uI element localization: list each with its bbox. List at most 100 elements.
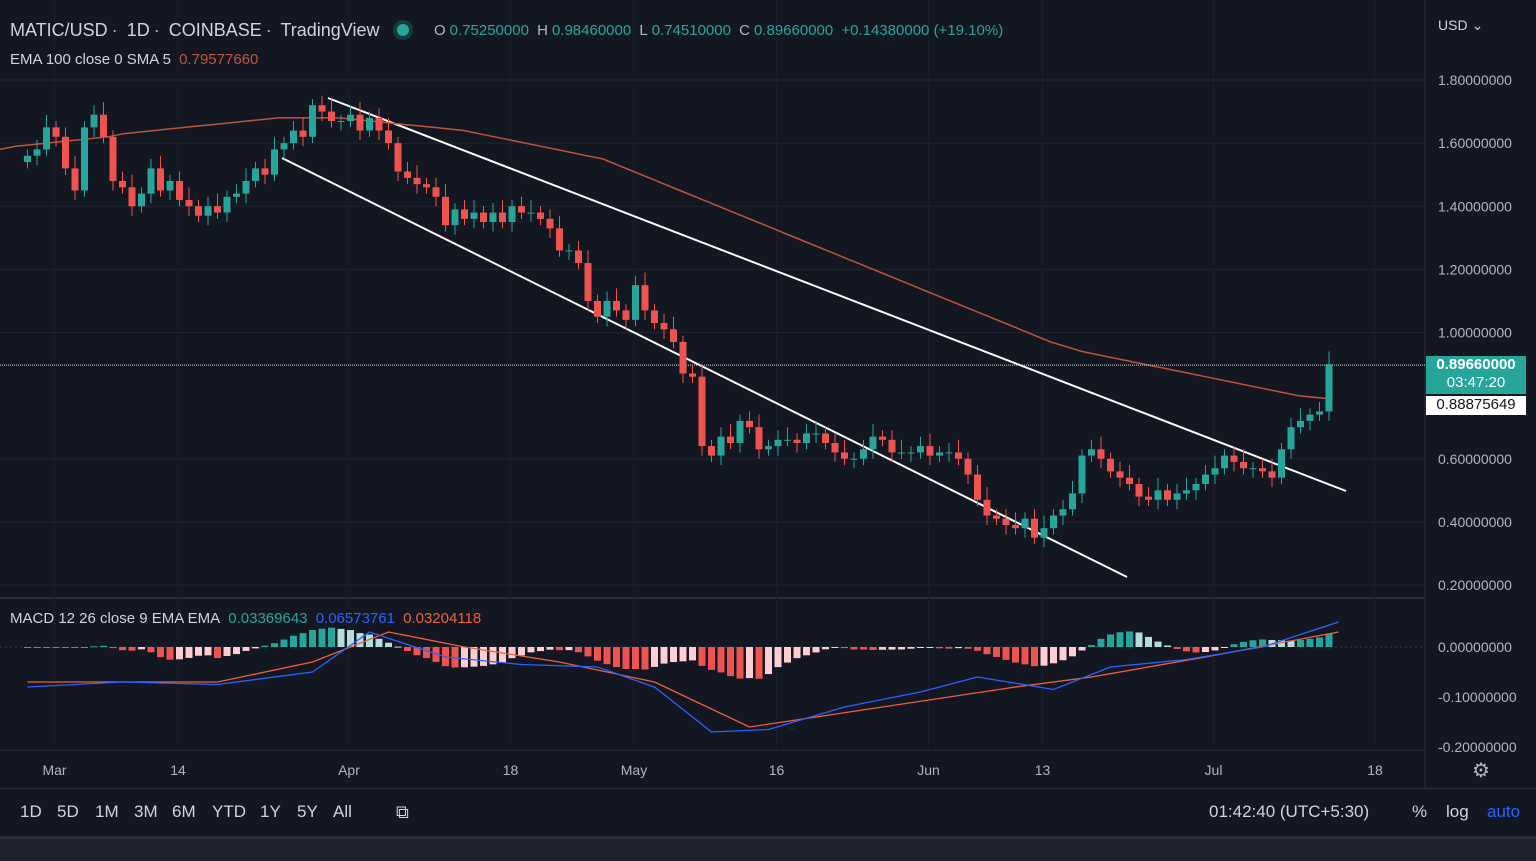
- candle: [337, 114, 345, 131]
- price-tick-label: 1.20000000: [1438, 261, 1512, 277]
- macd-histogram-bar: [128, 647, 136, 651]
- macd-histogram-bar: [1050, 647, 1057, 664]
- currency-select[interactable]: USD ⌄: [1438, 17, 1484, 33]
- macd-histogram-bar: [869, 647, 877, 650]
- macd-histogram-bar: [527, 647, 535, 653]
- price-chart[interactable]: 1.80000000 1.60000000 1.40000000 1.20000000…: [0, 0, 1536, 788]
- candle-body: [1325, 364, 1333, 412]
- change-value: +0.14380000 (+19.10%): [841, 22, 1004, 39]
- candle: [280, 136, 288, 159]
- range-3m[interactable]: 3M: [134, 802, 158, 821]
- candle-body: [100, 114, 107, 137]
- candle: [1287, 417, 1295, 459]
- grid-lines: [0, 0, 1426, 788]
- clock[interactable]: 01:42:40 (UTC+5:30): [1209, 802, 1370, 821]
- candle-body: [52, 127, 60, 137]
- date-range-icon[interactable]: ⧉: [396, 802, 409, 822]
- macd-histogram-bar: [52, 647, 60, 648]
- candle: [394, 136, 402, 181]
- candle-body: [385, 130, 392, 144]
- range-1m[interactable]: 1M: [95, 802, 119, 821]
- macd-signal-value: 0.03204118: [403, 610, 482, 627]
- ema-line: [0, 117, 1330, 400]
- ohlc-values: O 0.75250000 H 0.98460000 L 0.74510000 C 0.8…: [434, 22, 1004, 39]
- macd-histogram-bar: [309, 630, 316, 647]
- range-all[interactable]: All: [333, 802, 352, 821]
- candle: [670, 316, 677, 349]
- auto-toggle[interactable]: auto: [1487, 802, 1521, 821]
- macd-histogram-bar: [1078, 647, 1086, 651]
- log-toggle[interactable]: log: [1446, 802, 1469, 821]
- symbol-header[interactable]: MATIC/USD · 1D · COINBASE · TradingView: [10, 20, 380, 40]
- candle: [252, 162, 259, 188]
- range-ytd[interactable]: YTD: [212, 802, 246, 821]
- macd-histogram-bar: [1069, 647, 1076, 657]
- macd-histogram-bar: [746, 647, 753, 679]
- ema-100-line: [0, 117, 1425, 400]
- candle-body: [242, 181, 250, 194]
- time-axis: Mar 14 Apr 18 May 16 Jun 13 Jul 18: [42, 762, 1383, 778]
- macd-histogram-bar: [1173, 647, 1181, 649]
- macd-histogram-bar: [1040, 647, 1048, 666]
- candle-body: [252, 168, 259, 181]
- candle: [1088, 439, 1095, 462]
- candle: [328, 98, 335, 128]
- candle: [974, 465, 981, 507]
- macd-histogram-bar: [679, 647, 687, 662]
- candle-body: [765, 446, 772, 450]
- candle: [442, 184, 449, 232]
- candle: [537, 206, 544, 226]
- candle-body: [90, 114, 98, 128]
- macd-histogram-bar: [575, 647, 582, 653]
- macd-histogram-bar: [461, 647, 468, 668]
- candle-body: [622, 310, 630, 320]
- candle-body: [24, 155, 31, 163]
- macd-legend[interactable]: MACD 12 26 close 9 EMA EMA 0.03369643 0.…: [10, 610, 485, 627]
- macd-histogram-bar: [1240, 641, 1247, 647]
- range-5d[interactable]: 5D: [57, 802, 79, 821]
- macd-histogram-bar: [841, 647, 848, 649]
- symbol-name[interactable]: MATIC/USD: [10, 20, 108, 40]
- macd-histogram-bar: [689, 647, 696, 661]
- candle-body: [43, 127, 50, 150]
- macd-histogram-bar: [214, 647, 221, 659]
- candle: [556, 215, 563, 257]
- ema-legend[interactable]: EMA 100 close 0 SMA 5 0.79577660: [10, 51, 262, 68]
- macd-histogram-bar: [252, 647, 259, 649]
- macd-histogram-bar: [24, 647, 31, 648]
- candle: [81, 121, 88, 197]
- candle: [774, 430, 782, 456]
- candle-body: [537, 212, 544, 219]
- candle-body: [356, 114, 364, 131]
- candle-body: [841, 452, 848, 459]
- percent-toggle[interactable]: %: [1412, 802, 1428, 821]
- candle-body: [71, 168, 79, 191]
- range-1d[interactable]: 1D: [20, 802, 42, 821]
- macd-histogram-bar: [176, 647, 183, 660]
- candle-body: [1278, 449, 1285, 478]
- candle-body: [233, 193, 240, 197]
- candle-body: [955, 452, 962, 459]
- macd-histogram-bar: [204, 647, 212, 656]
- macd-histogram-bar: [755, 647, 763, 679]
- macd-histogram-bar: [974, 647, 981, 651]
- candle: [119, 171, 126, 194]
- macd-histogram-bar: [423, 647, 430, 659]
- candle: [784, 427, 791, 447]
- settings-gear-icon[interactable]: ⚙: [1472, 760, 1490, 782]
- macd-line: [27, 621, 1339, 733]
- candle: [195, 199, 202, 223]
- candle-body: [518, 206, 525, 213]
- interval[interactable]: 1D: [126, 20, 150, 40]
- candlesticks: [24, 95, 1333, 548]
- candle-body: [888, 439, 896, 453]
- candle-body: [898, 452, 905, 454]
- candle-body: [33, 149, 41, 156]
- bottom-panel-tabs[interactable]: [0, 836, 1536, 861]
- candle: [100, 102, 107, 144]
- candle-body: [423, 184, 430, 188]
- range-1y[interactable]: 1Y: [260, 802, 281, 821]
- candle-body: [1135, 484, 1143, 497]
- range-6m[interactable]: 6M: [172, 802, 196, 821]
- range-5y[interactable]: 5Y: [297, 802, 318, 821]
